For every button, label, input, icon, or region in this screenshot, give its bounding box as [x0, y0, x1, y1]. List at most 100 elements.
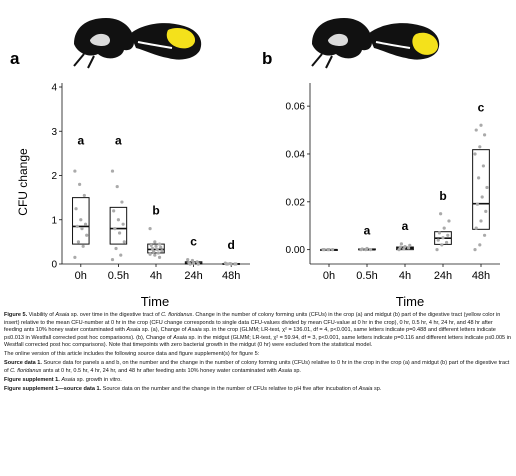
crop-boxplot: 0 1 2 3 4 0h 0.5h 4h 24h 48h a a b c d: [51, 83, 250, 282]
data-point: [114, 246, 118, 251]
caption-segment: sp. growth in vitro.: [75, 377, 122, 384]
caption-segment: Source data for panels a and b, on the n…: [4, 360, 510, 375]
y-tick-label: 0.06: [286, 102, 306, 113]
data-point: [399, 242, 404, 246]
data-point: [322, 248, 326, 252]
figure-caption: Figure 5. Viability of Asaia sp. over ti…: [4, 312, 512, 395]
data-point: [479, 123, 483, 127]
caption-segment: C. floridanus: [10, 368, 42, 375]
caption-segment: Source data on the number and the change…: [102, 386, 359, 393]
data-point: [157, 255, 162, 259]
data-point: [148, 252, 152, 256]
data-point: [474, 128, 478, 132]
data-point: [82, 193, 86, 198]
data-point: [188, 262, 192, 266]
data-point: [479, 219, 483, 223]
data-point: [186, 257, 190, 262]
data-point: [485, 185, 489, 190]
data-point: [156, 251, 160, 255]
x-tick-label: 24h: [184, 270, 202, 282]
x-axis-label: Time: [396, 294, 424, 309]
caption-segment: Asaia: [126, 327, 141, 334]
data-point: [152, 250, 156, 254]
data-point: [155, 247, 159, 251]
y-axis-label: CFU change: [16, 148, 30, 216]
ant-head-thorax-icon: [311, 18, 440, 69]
figure-5: a b CFU change Time Time 0 1 2 3 4 0h 0.5h 4h 24…: [10, 18, 500, 309]
ant-head-thorax-icon: [73, 18, 202, 69]
caption-segment: Asaia: [61, 377, 76, 384]
data-point: [160, 249, 164, 253]
data-point: [150, 246, 155, 251]
x-tick-label: 24h: [434, 270, 452, 282]
data-point: [447, 219, 451, 223]
x-tick-label: 0h: [75, 270, 87, 282]
y-tick-label: 0.02: [286, 197, 306, 208]
data-point: [226, 262, 230, 266]
figure-supplement-1: Figure supplement 1. Asaia sp. growth in…: [4, 377, 512, 385]
data-point: [484, 209, 488, 213]
box: [472, 149, 490, 230]
crop-highlight: [166, 28, 196, 49]
data-point: [120, 200, 124, 204]
data-point: [76, 240, 81, 244]
x-tick-label: 48h: [222, 270, 240, 282]
data-point: [406, 246, 411, 250]
data-point: [478, 243, 482, 247]
caption-segment: sp. over time in the digestive tract of: [69, 312, 162, 318]
data-point: [437, 231, 442, 235]
data-point: [444, 240, 449, 245]
significance-letter: a: [77, 134, 84, 148]
significance-letter: c: [478, 100, 485, 114]
data-point: [442, 226, 446, 230]
data-point: [365, 246, 369, 251]
data-point: [327, 248, 331, 252]
data-point: [110, 257, 115, 262]
data-point: [480, 195, 484, 199]
data-point: [473, 248, 477, 252]
figure-supplement-1-source-data: Figure supplement 1—source data 1. Sourc…: [4, 386, 512, 394]
x-tick-label: 4h: [399, 270, 411, 282]
data-point: [153, 240, 157, 244]
caption-segment: Figure supplement 1.: [4, 377, 62, 384]
x-tick-label: 4h: [150, 270, 162, 282]
data-point: [153, 253, 157, 257]
data-point: [446, 233, 450, 237]
caption-segment: Figure 5.: [4, 312, 29, 318]
caption-segment: The online version of this article inclu…: [4, 351, 260, 358]
data-point: [85, 233, 89, 237]
data-point: [474, 226, 478, 230]
caption-online-note: The online version of this article inclu…: [4, 351, 512, 359]
data-point: [368, 248, 373, 252]
caption-segment: C. floridanus: [161, 312, 193, 318]
caption-segment: sp. (a), Change of: [140, 327, 188, 334]
panel-letter-a: a: [10, 49, 20, 68]
y-tick-label: 2: [51, 171, 57, 182]
data-point: [80, 227, 84, 231]
data-point: [360, 247, 364, 251]
caption-segment: . Change in the number of colony forming…: [4, 312, 501, 334]
data-point: [473, 152, 477, 156]
data-point: [154, 244, 158, 248]
data-point: [481, 164, 485, 168]
data-point: [117, 231, 122, 235]
data-point: [196, 262, 200, 266]
data-point: [113, 227, 117, 231]
data-point: [119, 253, 123, 257]
caption-segment: Viability of: [28, 312, 56, 318]
data-point: [403, 244, 407, 249]
x-tick-label: 0.5h: [356, 270, 377, 282]
data-point: [192, 261, 196, 265]
data-point: [122, 240, 126, 244]
data-point: [330, 248, 335, 252]
data-point: [74, 207, 78, 211]
data-point: [112, 209, 116, 213]
y-tick-label: 4: [51, 83, 57, 94]
data-point: [408, 243, 412, 247]
caption-segment: Asaia: [187, 327, 202, 334]
caption-segment: Asaia: [358, 386, 373, 393]
caption-segment: sp.: [372, 386, 382, 393]
caption-segment: Figure supplement 1—source data 1.: [4, 386, 103, 393]
data-point: [75, 224, 79, 228]
data-point: [439, 212, 443, 216]
